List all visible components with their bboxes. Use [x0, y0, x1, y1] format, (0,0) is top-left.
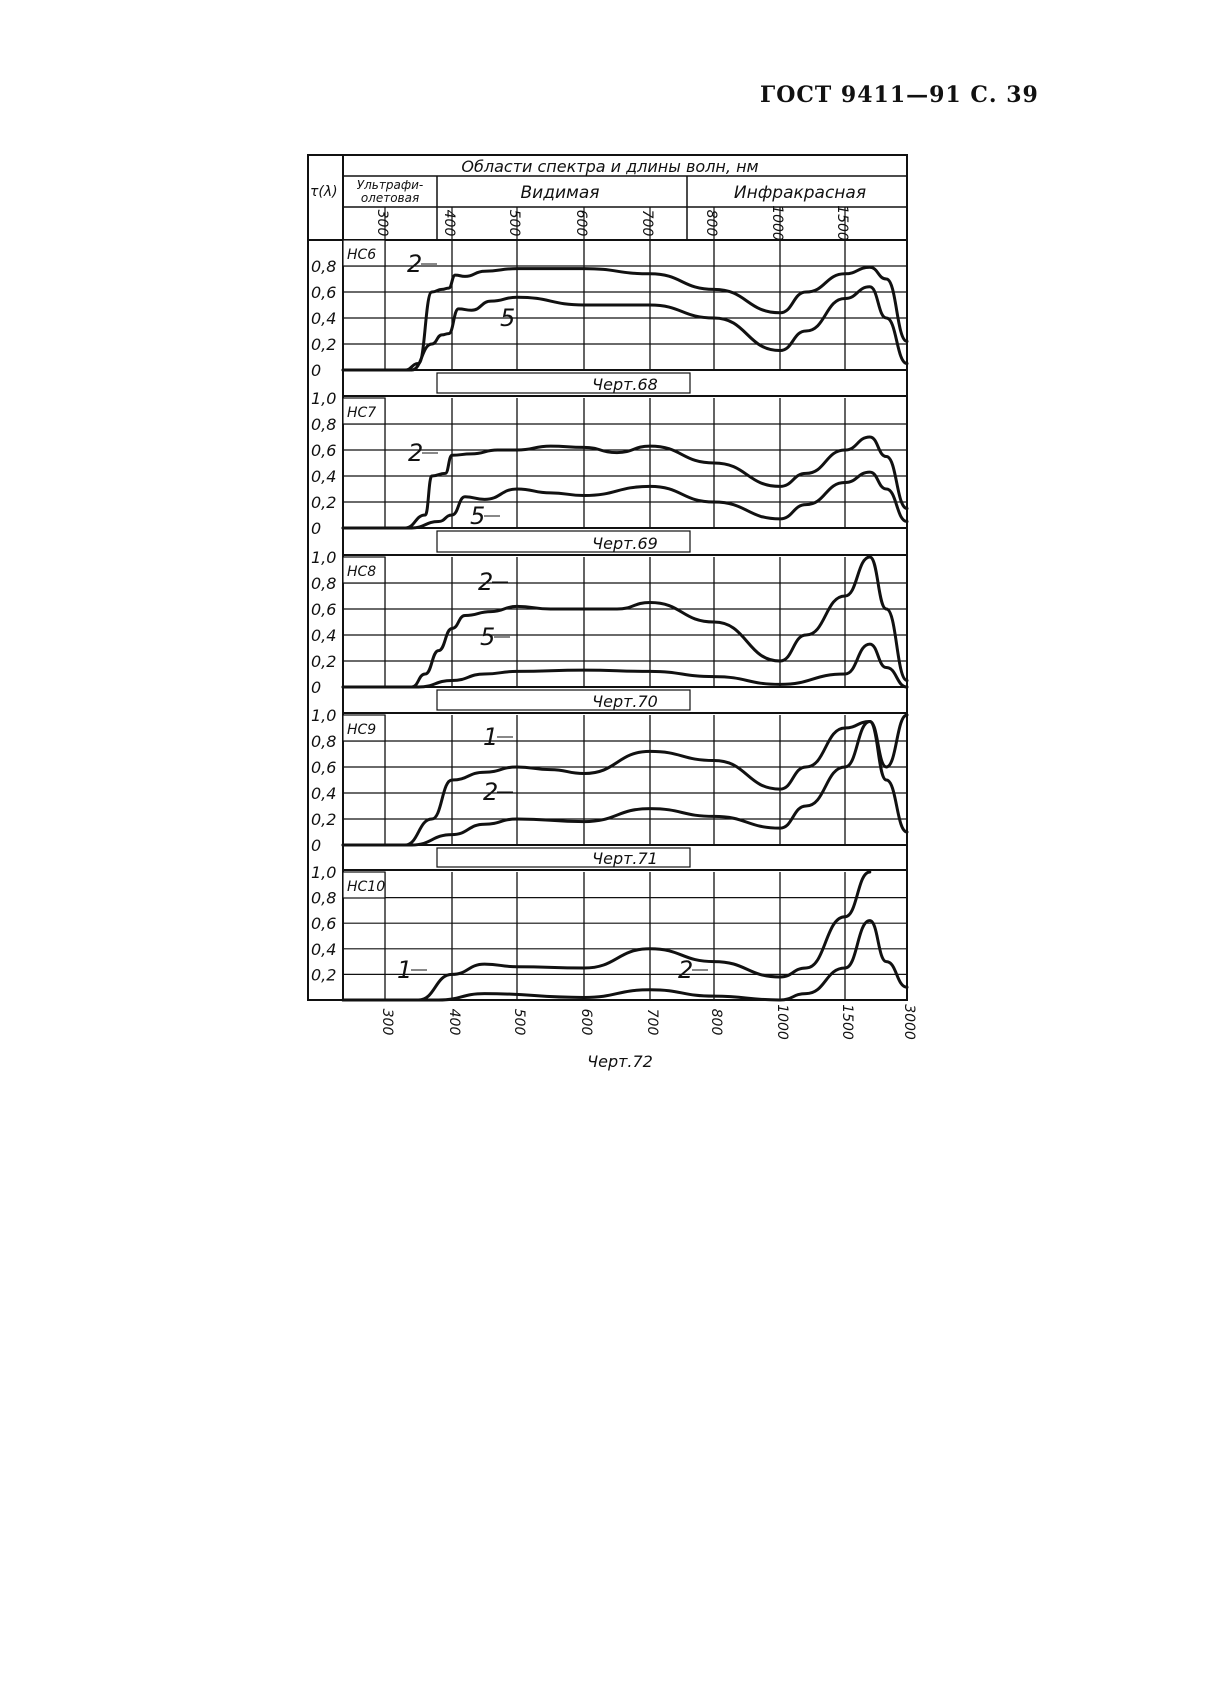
y-tick-label: 0,2 [311, 493, 336, 512]
curve-НС10-1 [341, 870, 872, 1002]
curve-label: 2 [407, 250, 422, 278]
curve-label: 5 [480, 623, 495, 651]
y-tick-label: 0,6 [311, 441, 336, 460]
region-visible: Видимая [521, 183, 600, 203]
y-tick-label: 1,0 [311, 863, 336, 882]
curve-label: 5 [470, 502, 485, 530]
curve-label: 1 [397, 956, 412, 984]
header-x-tick-label: 1500 [834, 205, 850, 241]
panel-НС7: 0 0,2 0,4 0,6 0,8 1,0 НС7 2 5 [311, 389, 909, 538]
y-tick-label: 0 [311, 836, 321, 855]
glass-label: НС6 [347, 247, 376, 263]
figure-caption: Черт.69 [592, 534, 658, 553]
y-tick-label: 0,2 [311, 965, 336, 984]
y-tick-label: 0,6 [311, 914, 336, 933]
bottom-x-tick-label: 500 [511, 1009, 527, 1036]
glass-label-box [342, 556, 386, 584]
y-tick-label: 0,4 [311, 784, 336, 803]
curve-НС8-2 [341, 555, 909, 689]
y-tick-label: 0,4 [311, 626, 336, 645]
region-uv-line1: Ультрафи- [357, 178, 423, 192]
y-tick-label: 0,6 [311, 600, 336, 619]
caption-box [436, 372, 691, 394]
bottom-x-tick-label: 700 [644, 1009, 660, 1036]
caption-box [436, 689, 691, 711]
y-tick-label: 0,8 [311, 257, 336, 276]
y-tick-label: 0,6 [311, 283, 336, 302]
chart-frame [307, 154, 908, 1001]
glass-label-box [342, 239, 386, 267]
y-symbol: τ(λ) [310, 184, 338, 200]
bottom-x-tick-label: 800 [708, 1009, 724, 1036]
glass-label: НС10 [347, 879, 385, 895]
curve-НС9-1 [341, 713, 909, 847]
y-tick-label: 0,8 [311, 415, 336, 434]
curve-label: 2 [478, 568, 493, 596]
curve-НС9-2 [341, 719, 909, 847]
panel-НС8: 0 0,2 0,4 0,6 0,8 1,0 НС8 2 5 [311, 548, 909, 697]
glass-label-box [342, 397, 386, 425]
y-tick-label: 0,8 [311, 574, 336, 593]
header-x-tick-label: 500 [506, 210, 522, 237]
header-x-tick-label: 1000 [769, 205, 785, 241]
panel-НС10: 0,2 0,4 0,6 0,8 1,0 НС10 1 2 [311, 863, 909, 1002]
y-tick-label: 0,4 [311, 467, 336, 486]
curve-НС7-5 [341, 470, 909, 530]
y-tick-label: 0,2 [311, 335, 336, 354]
curve-НС8-5 [341, 642, 909, 689]
curve-label: 2 [678, 956, 693, 984]
region-infrared: Инфракрасная [734, 183, 866, 203]
y-tick-label: 0,4 [311, 940, 336, 959]
figure-caption: Черт.70 [592, 692, 658, 711]
y-tick-label: 0 [311, 361, 321, 380]
figure-caption: Черт.72 [587, 1052, 653, 1071]
bottom-x-tick-label: 600 [578, 1009, 594, 1036]
curve-НС7-2 [341, 435, 909, 530]
y-tick-label: 1,0 [311, 706, 336, 725]
curve-label: 5 [500, 304, 515, 332]
bottom-x-tick-label: 3000 [901, 1004, 917, 1040]
curve-НС6-2 [341, 265, 909, 372]
y-tick-label: 0,8 [311, 889, 336, 908]
y-tick-label: 0,2 [311, 810, 336, 829]
curve-label: 2 [483, 778, 498, 806]
glass-label: НС7 [347, 405, 376, 421]
curve-label: 2 [408, 439, 423, 467]
y-tick-label: 0 [311, 678, 321, 697]
header-title: Области спектра и длины волн, нм [461, 157, 758, 176]
header-x-tick-label: 400 [441, 210, 457, 237]
panel-НС9: 0 0,2 0,4 0,6 0,8 1,0 НС9 1 2 [311, 706, 909, 855]
bottom-x-tick-label: 300 [379, 1009, 395, 1036]
glass-label-box [342, 714, 386, 742]
header-x-tick-label: 700 [639, 210, 655, 237]
y-tick-label: 0,8 [311, 732, 336, 751]
caption-box [436, 847, 691, 868]
y-tick-label: 1,0 [311, 389, 336, 408]
header-x-tick-label: 800 [703, 210, 719, 237]
panel-НС6: 0 0,2 0,4 0,6 0,8 НС6 2 5 [311, 239, 909, 380]
y-tick-label: 0,2 [311, 652, 336, 671]
figure-caption: Черт.68 [592, 375, 658, 394]
glass-label: НС8 [347, 564, 376, 580]
bottom-x-tick-label: 1500 [839, 1004, 855, 1040]
bottom-x-tick-label: 400 [446, 1009, 462, 1036]
bottom-x-tick-label: 1000 [774, 1004, 790, 1040]
curve-НС10-2 [341, 919, 909, 1002]
glass-label-box [342, 871, 386, 899]
header-x-tick-label: 600 [573, 210, 589, 237]
y-tick-label: 1,0 [311, 548, 336, 567]
curve-label: 1 [483, 723, 498, 751]
region-uv-line2: олетовая [361, 191, 419, 205]
y-tick-label: 0,4 [311, 309, 336, 328]
y-tick-label: 0,6 [311, 758, 336, 777]
curve-НС6-5 [341, 285, 909, 372]
page-header: ГОСТ 9411—91 С. 39 [760, 82, 1039, 108]
figure-caption: Черт.71 [592, 849, 658, 868]
glass-label: НС9 [347, 722, 376, 738]
header-x-tick-label: 300 [374, 210, 390, 237]
y-tick-label: 0 [311, 519, 321, 538]
caption-box [436, 530, 691, 553]
